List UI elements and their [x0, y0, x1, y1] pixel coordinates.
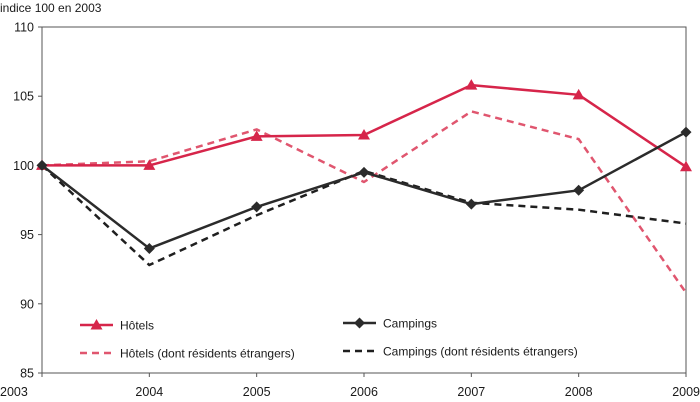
tick-labels: 85 90 95 100 105 110 2003 2004 2005 2006 2007 2008 2… [0, 21, 700, 400]
x-tick-label-2009: 2009 [672, 385, 700, 399]
x-tick-label-2008: 2008 [565, 385, 593, 399]
series-1-point-2003 [36, 159, 48, 171]
series-0-point-2005 [250, 130, 263, 141]
series-1 [36, 126, 692, 254]
y-tick-label-95: 95 [20, 228, 34, 242]
legend-label-0: Hôtels [120, 319, 154, 333]
legend-label-3: Campings (dont résidents étrangers) [383, 345, 578, 359]
x-tick-label-2003: 2003 [0, 385, 28, 399]
series-layer [36, 79, 692, 294]
series-1-point-2005 [251, 201, 263, 213]
x-tick-label-2005: 2005 [243, 385, 271, 399]
y-tick-label-100: 100 [13, 159, 34, 173]
y-axis-title: indice 100 en 2003 [0, 1, 102, 15]
y-tick-label-90: 90 [20, 297, 34, 311]
legend-item-3: Campings (dont résidents étrangers) [343, 345, 578, 359]
series-1-point-2004 [143, 242, 155, 254]
series-2-line [41, 110, 688, 294]
series-0-point-2004 [143, 159, 156, 170]
legend-marker-0 [90, 319, 103, 330]
legend-item-0: Hôtels [80, 319, 154, 333]
legend-marker-1 [354, 317, 365, 329]
series-0-point-2006 [358, 128, 370, 140]
series-2 [41, 110, 688, 294]
series-1-line [41, 131, 687, 250]
x-tick-label-2007: 2007 [457, 385, 485, 399]
y-tick-label-105: 105 [13, 90, 34, 104]
series-3-line [41, 164, 687, 267]
x-tick-label-2006: 2006 [350, 385, 378, 399]
series-3 [41, 164, 687, 267]
legend-label-1: Campings [383, 317, 437, 331]
legend-item-1: Campings [343, 317, 437, 331]
series-1-point-2007 [465, 198, 477, 210]
series-0-point-2009 [680, 160, 692, 172]
series-1-point-2008 [573, 184, 585, 196]
y-tick-label-110: 110 [14, 21, 34, 35]
series-0-point-2007 [465, 79, 478, 90]
series-1-point-2009 [680, 126, 692, 138]
series-1-point-2006 [358, 166, 370, 178]
series-0 [36, 79, 692, 172]
series-0-point-2008 [572, 88, 585, 100]
legend: Hôtels Campings Hôtels (dont résidents étr… [80, 317, 578, 361]
legend-label-2: Hôtels (dont résidents étrangers) [120, 347, 295, 361]
x-tick-label-2004: 2004 [135, 385, 163, 399]
legend-item-2: Hôtels (dont résidents étrangers) [80, 347, 295, 361]
y-tick-label-85: 85 [20, 367, 34, 381]
series-0-line [42, 83, 687, 168]
